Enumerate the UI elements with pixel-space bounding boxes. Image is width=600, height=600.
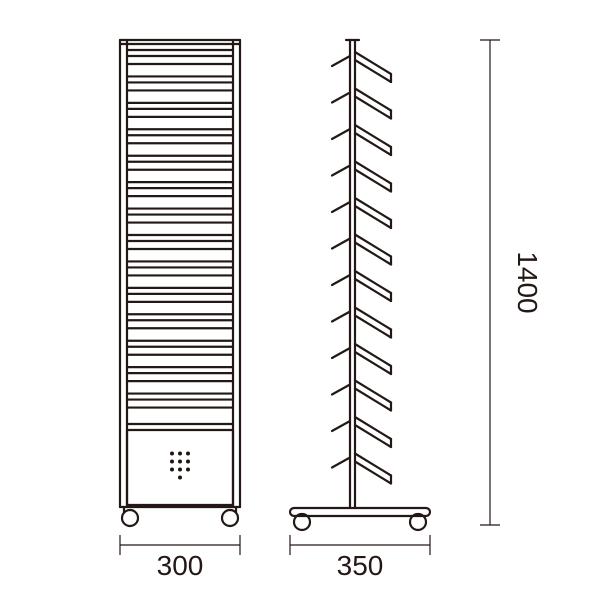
front-width-label: 300	[157, 550, 204, 581]
drawing-svg: 300 350 1400	[0, 0, 600, 600]
side-width-label: 350	[337, 550, 384, 581]
height-label: 1400	[512, 251, 543, 313]
technical-drawing: { "drawing": { "type": "technical-dimens…	[0, 0, 600, 600]
